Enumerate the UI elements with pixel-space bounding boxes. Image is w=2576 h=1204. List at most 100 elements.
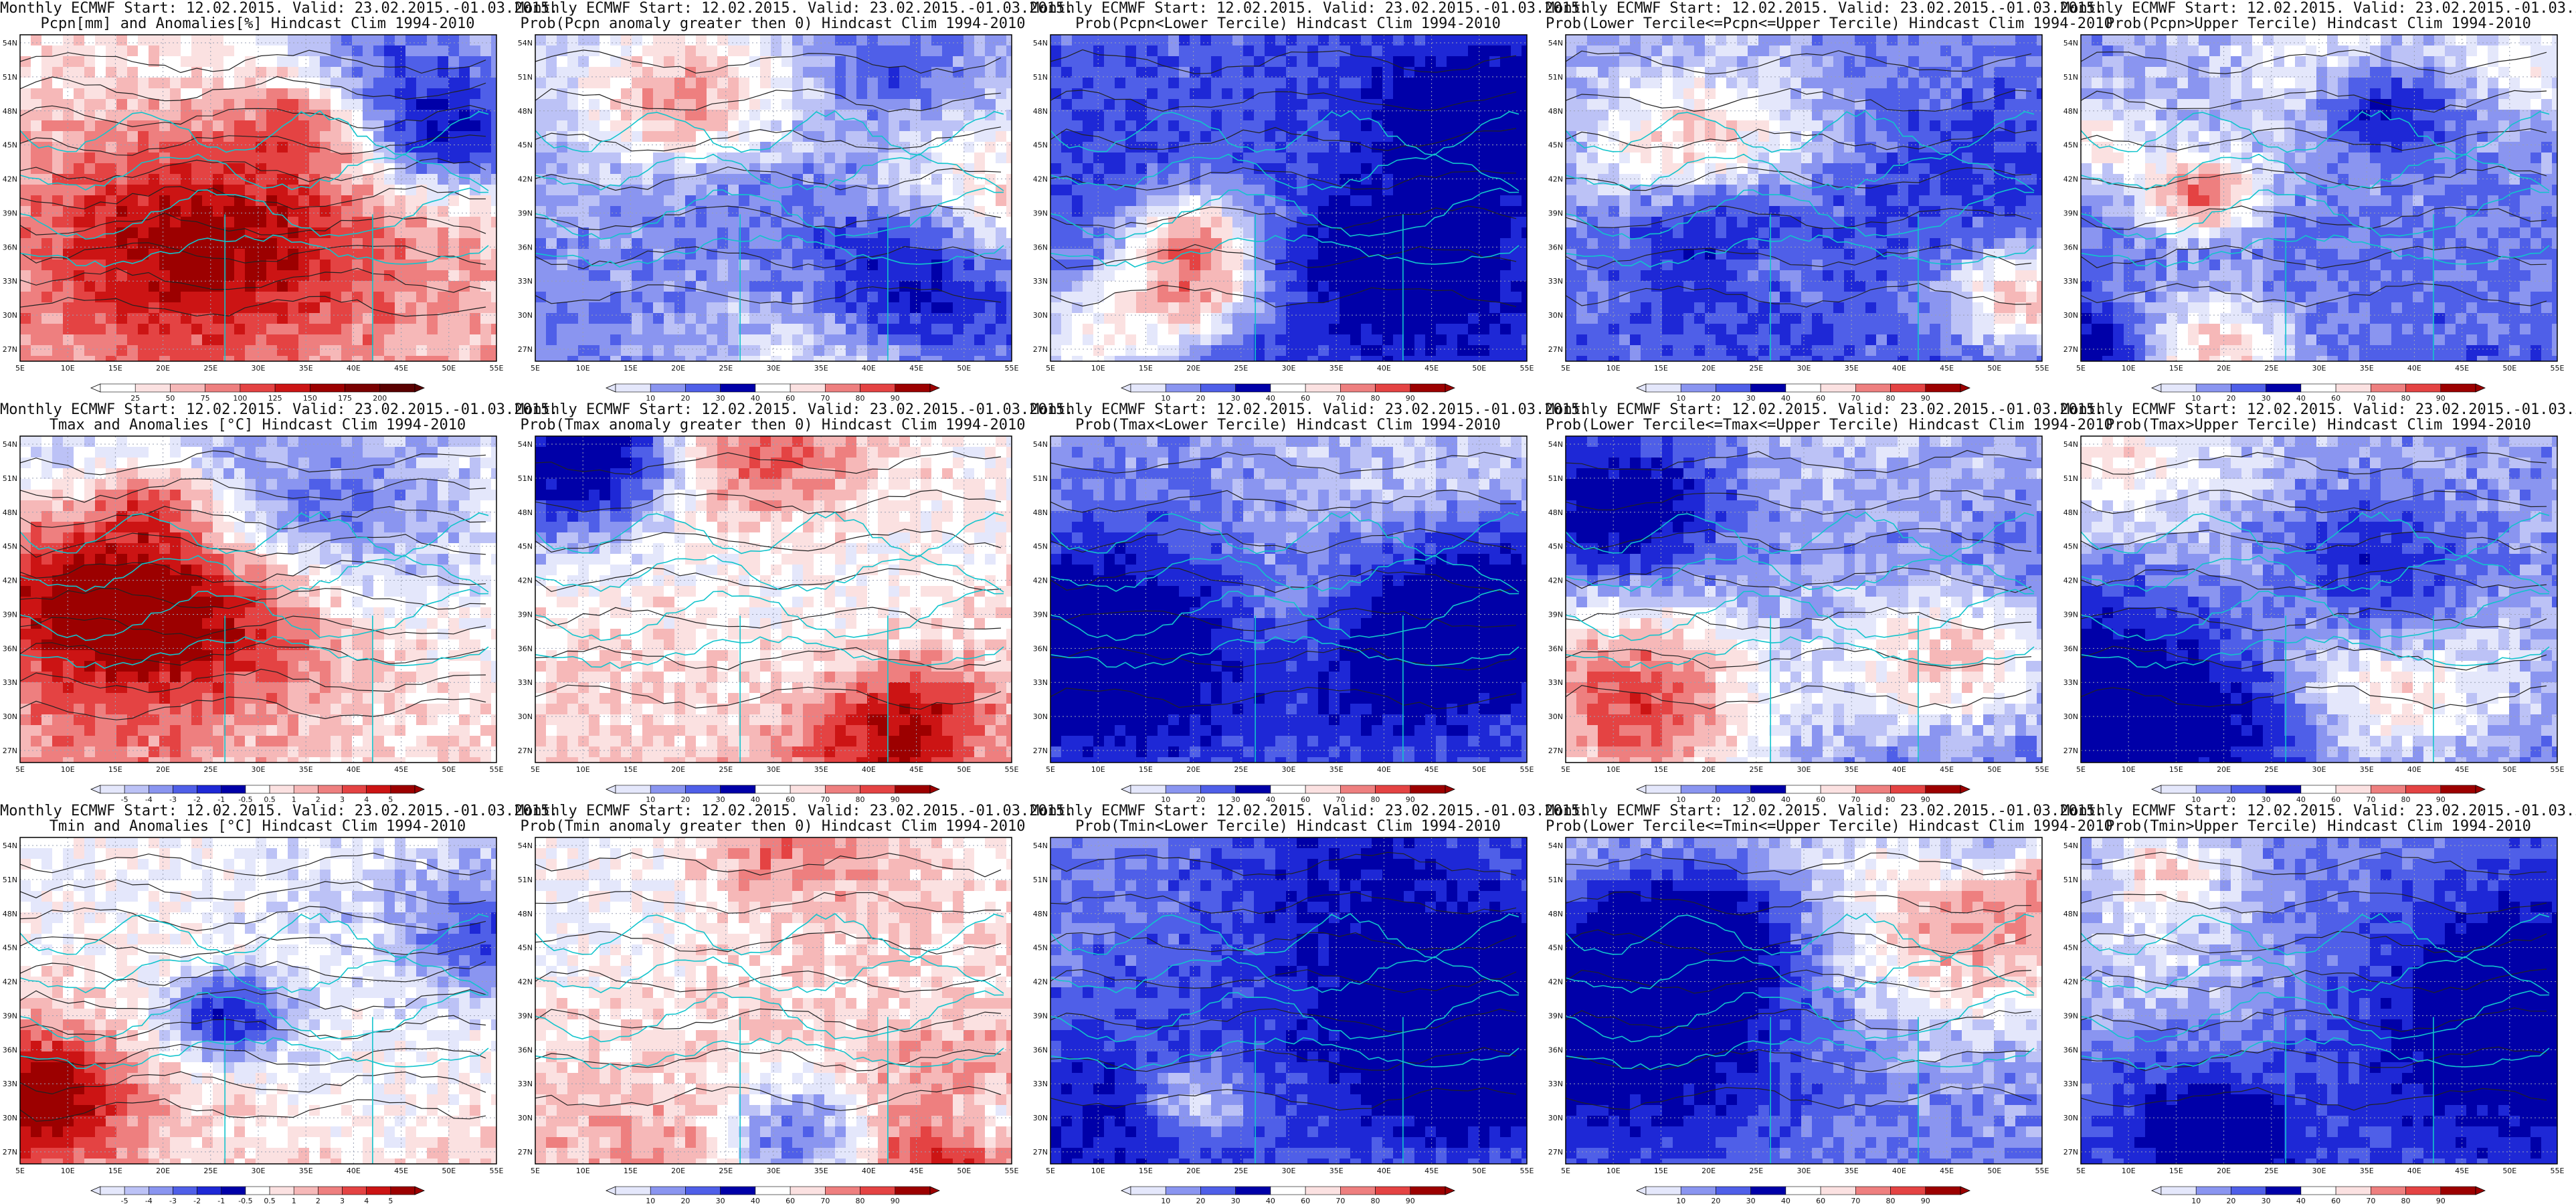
field-cell xyxy=(84,35,96,46)
field-cell xyxy=(1382,260,1394,271)
field-cell xyxy=(1951,110,1962,121)
field-cell xyxy=(1168,120,1180,132)
field-cell xyxy=(1297,120,1308,132)
field-cell xyxy=(1329,227,1340,239)
field-cell xyxy=(1930,35,1941,46)
field-cell xyxy=(578,302,589,314)
field-cell xyxy=(1468,153,1479,164)
field-cell xyxy=(931,131,943,142)
field-cell xyxy=(910,131,921,142)
field-cell xyxy=(1286,120,1297,132)
field-cell xyxy=(1479,56,1490,68)
field-cell xyxy=(1447,281,1458,292)
field-cell xyxy=(1350,163,1362,175)
field-cell xyxy=(1457,238,1469,249)
colorbar-swatch xyxy=(1340,383,1376,393)
field-cell xyxy=(1780,99,1791,110)
field-cell xyxy=(760,56,771,68)
field-cell xyxy=(234,78,246,89)
field-cell xyxy=(459,56,470,68)
field-cell xyxy=(1511,174,1522,185)
colorbar-tick-label: 25 xyxy=(130,394,140,401)
field-cell xyxy=(1468,334,1479,346)
field-cell xyxy=(717,120,729,132)
field-cell xyxy=(1061,120,1073,132)
field-cell xyxy=(739,120,750,132)
field-cell xyxy=(170,260,181,271)
field-cell xyxy=(41,302,53,314)
field-cell xyxy=(1447,270,1458,282)
field-cell xyxy=(824,356,836,361)
field-cell xyxy=(1855,78,1866,89)
field-cell xyxy=(814,356,825,361)
field-cell xyxy=(1479,67,1490,78)
field-cell xyxy=(41,153,53,164)
field-cell xyxy=(867,238,879,249)
coastline xyxy=(535,110,1004,156)
field-cell xyxy=(921,324,932,335)
field-cell xyxy=(52,313,64,324)
field-cell xyxy=(1425,67,1437,78)
field-cell xyxy=(74,292,85,303)
field-cell xyxy=(1083,153,1094,164)
field-cell xyxy=(974,313,986,324)
field-cell xyxy=(1790,99,1802,110)
field-cell xyxy=(181,131,192,142)
field-cell xyxy=(578,195,589,207)
field-cell xyxy=(942,45,953,57)
field-cell xyxy=(213,35,224,46)
field-cell xyxy=(942,324,953,335)
field-cell xyxy=(181,345,192,357)
field-cell xyxy=(1447,35,1458,46)
field-cell xyxy=(1072,356,1083,361)
field-cell xyxy=(557,302,568,314)
field-cell xyxy=(202,131,213,142)
lon-tick-label: 20E xyxy=(156,364,170,373)
field-cell xyxy=(331,270,342,282)
field-cell xyxy=(309,88,320,100)
field-cell xyxy=(899,270,911,282)
field-cell xyxy=(352,67,363,78)
field-cell xyxy=(309,131,320,142)
field-cell xyxy=(835,174,846,185)
field-cell xyxy=(535,56,547,68)
field-cell xyxy=(63,270,74,282)
field-cell xyxy=(781,45,793,57)
field-cell xyxy=(1404,217,1415,228)
field-cell xyxy=(1265,35,1276,46)
field-cell xyxy=(717,345,729,357)
field-cell xyxy=(910,260,921,271)
field-cell xyxy=(1748,45,1759,57)
field-cell xyxy=(1061,142,1073,153)
field-cell xyxy=(1855,153,1866,164)
field-cell xyxy=(1254,131,1265,142)
field-cell xyxy=(20,185,31,196)
field-cell xyxy=(491,131,496,142)
field-cell xyxy=(1307,153,1319,164)
field-cell xyxy=(546,302,557,314)
field-cell xyxy=(181,45,192,57)
field-cell xyxy=(84,356,96,361)
field-cell xyxy=(1093,302,1105,314)
field-cell xyxy=(942,78,953,89)
field-cell xyxy=(642,334,654,346)
field-cell xyxy=(1190,292,1201,303)
field-cell xyxy=(685,249,697,260)
field-cell xyxy=(309,292,320,303)
field-cell xyxy=(749,281,761,292)
field-cell xyxy=(213,281,224,292)
field-cell xyxy=(707,206,718,217)
field-cell xyxy=(1232,35,1244,46)
field-cell xyxy=(20,302,31,314)
field-cell xyxy=(535,99,547,110)
field-cell xyxy=(899,131,911,142)
field-cell xyxy=(245,78,256,89)
field-cell xyxy=(266,56,278,68)
field-cell xyxy=(535,35,547,46)
field-cell xyxy=(1211,110,1222,121)
field-cell xyxy=(1222,56,1233,68)
field-cell xyxy=(610,78,622,89)
field-cell xyxy=(685,292,697,303)
field-cell xyxy=(621,78,632,89)
field-cell xyxy=(1898,110,1909,121)
